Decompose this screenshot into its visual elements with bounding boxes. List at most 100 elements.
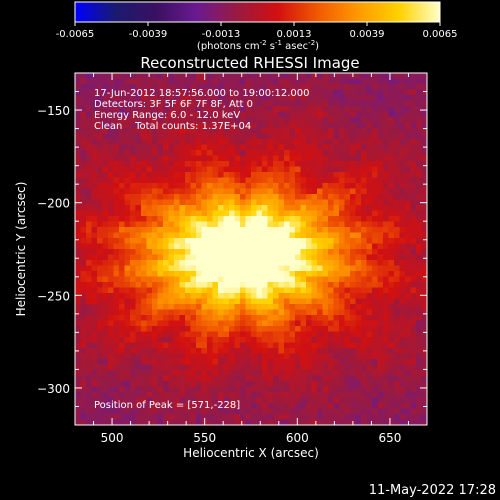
heatmap-cell xyxy=(366,392,373,398)
heatmap-cell xyxy=(130,188,136,195)
heatmap-cell xyxy=(124,309,131,316)
heatmap-cell xyxy=(394,144,400,151)
heatmap-cell xyxy=(179,304,186,310)
heatmap-cell xyxy=(223,375,230,382)
heatmap-cell xyxy=(196,254,202,261)
heatmap-cell xyxy=(168,397,175,404)
heatmap-cell xyxy=(328,188,334,195)
heatmap-cell xyxy=(366,381,373,387)
heatmap-cell xyxy=(190,260,197,266)
heatmap-cell xyxy=(267,172,274,178)
heatmap-cell xyxy=(152,128,158,134)
heatmap-cell xyxy=(141,172,147,178)
heatmap-cell xyxy=(366,144,373,151)
heatmap-cell xyxy=(251,271,257,277)
heatmap-cell xyxy=(256,73,263,79)
heatmap-cell xyxy=(383,78,389,85)
heatmap-cell xyxy=(91,238,98,244)
heatmap-cell xyxy=(223,282,230,288)
heatmap-cell xyxy=(256,249,263,255)
heatmap-cell xyxy=(306,183,312,189)
heatmap-cell xyxy=(212,205,219,211)
heatmap-cell xyxy=(223,166,230,173)
heatmap-cell xyxy=(201,150,208,156)
heatmap-cell xyxy=(212,397,219,404)
heatmap-cell xyxy=(240,139,246,145)
heatmap-cell xyxy=(157,337,164,343)
heatmap-cell xyxy=(168,216,175,222)
heatmap-cell xyxy=(284,348,290,354)
heatmap-cell xyxy=(344,194,351,200)
heatmap-cell xyxy=(152,73,158,79)
heatmap-cell xyxy=(350,271,356,277)
heatmap-cell xyxy=(207,265,213,272)
heatmap-cell xyxy=(245,210,252,217)
heatmap-cell xyxy=(267,265,274,272)
heatmap-cell xyxy=(405,177,411,184)
heatmap-cell xyxy=(311,177,318,184)
heatmap-cell xyxy=(102,342,109,349)
heatmap-cell xyxy=(344,177,351,184)
heatmap-cell xyxy=(185,381,191,387)
heatmap-cell xyxy=(124,304,131,310)
heatmap-cell xyxy=(366,331,373,338)
heatmap-cell xyxy=(80,359,87,365)
heatmap-cell xyxy=(361,304,367,310)
heatmap-cell xyxy=(416,353,422,360)
heatmap-cell xyxy=(207,232,213,239)
heatmap-cell xyxy=(119,221,125,228)
heatmap-cell xyxy=(146,282,153,288)
heatmap-cell xyxy=(273,309,279,316)
heatmap-cell xyxy=(174,166,180,173)
heatmap-cell xyxy=(75,78,81,85)
heatmap-cell xyxy=(289,199,296,206)
heatmap-cell xyxy=(201,320,208,327)
heatmap-cell xyxy=(311,276,318,283)
heatmap-cell xyxy=(212,408,219,415)
heatmap-cell xyxy=(218,172,224,178)
heatmap-cell xyxy=(262,89,268,96)
heatmap-cell xyxy=(328,139,334,145)
heatmap-cell xyxy=(135,254,142,261)
heatmap-cell xyxy=(405,183,411,189)
heatmap-cell xyxy=(80,293,87,299)
heatmap-cell xyxy=(405,375,411,382)
heatmap-cell xyxy=(399,353,406,360)
heatmap-cell xyxy=(267,166,274,173)
heatmap-cell xyxy=(328,276,334,283)
heatmap-cell xyxy=(91,326,98,332)
heatmap-cell xyxy=(377,188,384,195)
heatmap-cell xyxy=(251,199,257,206)
heatmap-cell xyxy=(240,205,246,211)
heatmap-cell xyxy=(306,293,312,299)
heatmap-cell xyxy=(383,397,389,404)
heatmap-cell xyxy=(163,232,169,239)
heatmap-cell xyxy=(223,293,230,299)
heatmap-cell xyxy=(377,166,384,173)
heatmap-cell xyxy=(135,353,142,360)
heatmap-cell xyxy=(141,249,147,255)
heatmap-cell xyxy=(388,100,395,107)
heatmap-cell xyxy=(410,397,417,404)
heatmap-cell xyxy=(333,397,340,404)
heatmap-cell xyxy=(333,243,340,250)
heatmap-cell xyxy=(240,161,246,167)
heatmap-cell xyxy=(350,78,356,85)
heatmap-cell xyxy=(383,84,389,90)
heatmap-cell xyxy=(113,106,120,112)
heatmap-cell xyxy=(361,287,367,294)
heatmap-cell xyxy=(333,370,340,376)
heatmap-cell xyxy=(245,144,252,151)
heatmap-cell xyxy=(383,205,389,211)
heatmap-cell xyxy=(119,122,125,129)
heatmap-cell xyxy=(322,166,329,173)
heatmap-cell xyxy=(207,78,213,85)
heatmap-cell xyxy=(124,122,131,129)
heatmap-cell xyxy=(388,342,395,349)
heatmap-cell xyxy=(185,194,191,200)
heatmap-cell xyxy=(317,304,323,310)
heatmap-cell xyxy=(421,276,427,283)
heatmap-cell xyxy=(218,155,224,162)
heatmap-cell xyxy=(141,342,147,349)
heatmap-cell xyxy=(108,320,114,327)
